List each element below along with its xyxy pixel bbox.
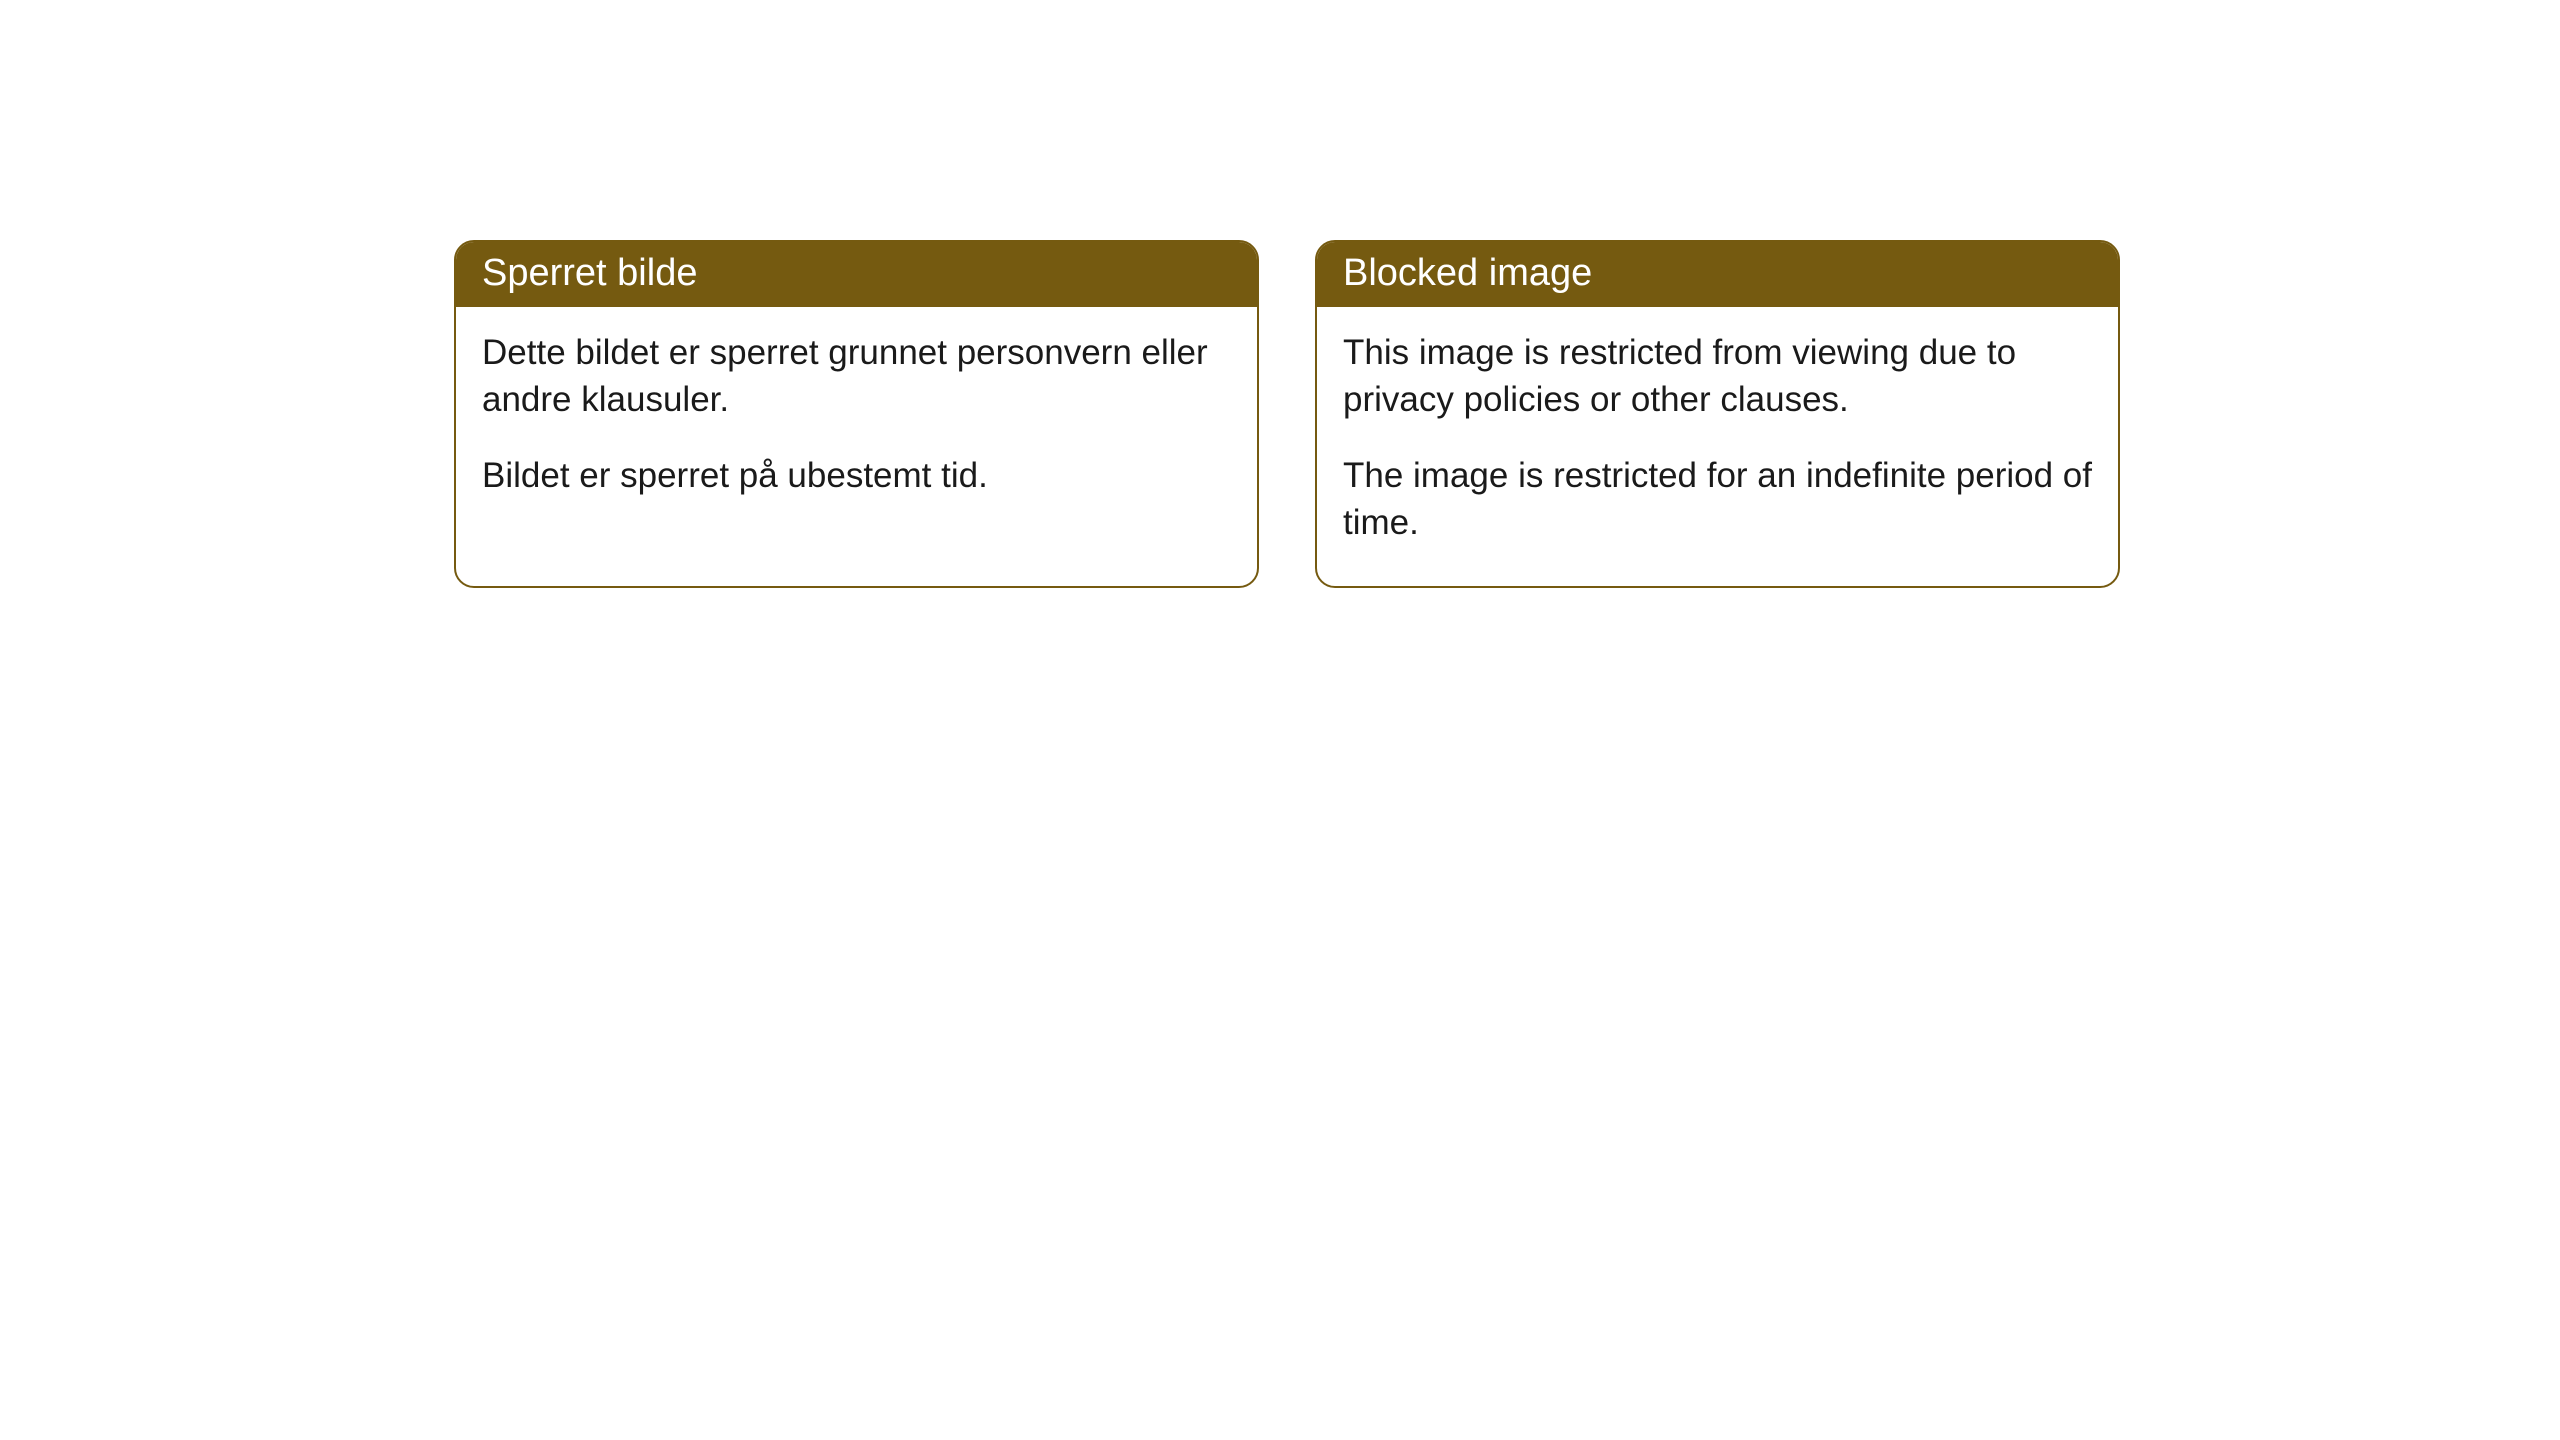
blocked-image-card-norwegian: Sperret bilde Dette bildet er sperret gr…	[454, 240, 1259, 588]
blocked-image-card-english: Blocked image This image is restricted f…	[1315, 240, 2120, 588]
card-title: Blocked image	[1343, 252, 1592, 294]
card-body-paragraph: Dette bildet er sperret grunnet personve…	[482, 329, 1231, 424]
card-title: Sperret bilde	[482, 252, 697, 294]
card-body: This image is restricted from viewing du…	[1317, 307, 2118, 586]
card-body-paragraph: This image is restricted from viewing du…	[1343, 329, 2092, 424]
card-header: Blocked image	[1317, 242, 2118, 307]
card-body: Dette bildet er sperret grunnet personve…	[456, 307, 1257, 539]
card-body-paragraph: The image is restricted for an indefinit…	[1343, 452, 2092, 547]
card-header: Sperret bilde	[456, 242, 1257, 307]
card-body-paragraph: Bildet er sperret på ubestemt tid.	[482, 452, 1231, 499]
cards-container: Sperret bilde Dette bildet er sperret gr…	[0, 0, 2560, 588]
